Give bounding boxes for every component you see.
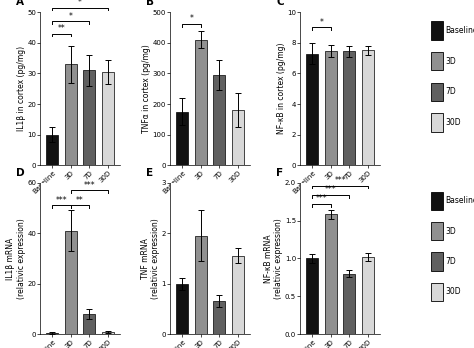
Text: A: A: [17, 0, 25, 7]
Bar: [431, 82, 443, 101]
Text: Baseline: Baseline: [445, 196, 474, 205]
Bar: [431, 52, 443, 70]
Bar: [213, 301, 225, 334]
X-axis label: Days: Days: [330, 195, 349, 204]
Bar: [431, 283, 443, 301]
Text: *: *: [190, 14, 193, 23]
Bar: [325, 51, 337, 165]
Text: ***: ***: [334, 176, 346, 185]
Bar: [176, 112, 188, 165]
Bar: [65, 64, 77, 165]
Bar: [83, 70, 95, 165]
Text: B: B: [146, 0, 155, 7]
Bar: [232, 256, 244, 334]
Bar: [343, 274, 356, 334]
Y-axis label: TNFα in cortex (pg/mg): TNFα in cortex (pg/mg): [142, 44, 151, 133]
Bar: [102, 332, 114, 334]
Y-axis label: IL1β mRNA
(relativic expression): IL1β mRNA (relativic expression): [6, 218, 26, 299]
Bar: [46, 333, 58, 334]
Bar: [102, 72, 114, 165]
Bar: [46, 135, 58, 165]
Bar: [343, 51, 356, 165]
Text: ***: ***: [83, 181, 95, 190]
Text: D: D: [17, 168, 25, 177]
Text: E: E: [146, 168, 154, 177]
Text: 30D: 30D: [445, 287, 461, 296]
Text: 7D: 7D: [445, 257, 456, 266]
Text: 3D: 3D: [445, 227, 456, 236]
Text: ***: ***: [325, 185, 337, 194]
Bar: [306, 258, 319, 334]
Text: **: **: [58, 24, 65, 33]
Bar: [195, 40, 207, 165]
Text: 3D: 3D: [445, 57, 456, 66]
Text: **: **: [76, 196, 84, 205]
Y-axis label: NF-κB mRNA
(relativic expression): NF-κB mRNA (relativic expression): [264, 218, 283, 299]
Y-axis label: IL1β in cortex (pg/mg): IL1β in cortex (pg/mg): [17, 46, 26, 131]
Text: 7D: 7D: [445, 87, 456, 96]
Y-axis label: NF-κB in cortex (pg/mg): NF-κB in cortex (pg/mg): [277, 43, 286, 134]
Text: C: C: [276, 0, 284, 7]
Text: *: *: [78, 0, 82, 7]
Bar: [431, 222, 443, 240]
Text: *: *: [319, 18, 323, 27]
Bar: [232, 110, 244, 165]
Bar: [195, 236, 207, 334]
Y-axis label: TNF mRNA
(relativic expression): TNF mRNA (relativic expression): [141, 218, 160, 299]
Bar: [431, 21, 443, 40]
Bar: [362, 50, 374, 165]
Bar: [176, 284, 188, 334]
Text: ***: ***: [56, 196, 67, 205]
Text: 30D: 30D: [445, 118, 461, 127]
Bar: [325, 214, 337, 334]
Bar: [65, 231, 77, 334]
Bar: [431, 113, 443, 132]
Text: F: F: [276, 168, 283, 177]
Text: Baseline: Baseline: [445, 26, 474, 35]
X-axis label: Days: Days: [71, 195, 90, 204]
Text: *: *: [69, 12, 73, 21]
Bar: [306, 54, 319, 165]
Text: ***: ***: [316, 194, 328, 203]
Bar: [431, 252, 443, 270]
Bar: [83, 314, 95, 334]
X-axis label: Days: Days: [201, 195, 219, 204]
Bar: [213, 75, 225, 165]
Bar: [431, 192, 443, 210]
Bar: [362, 257, 374, 334]
